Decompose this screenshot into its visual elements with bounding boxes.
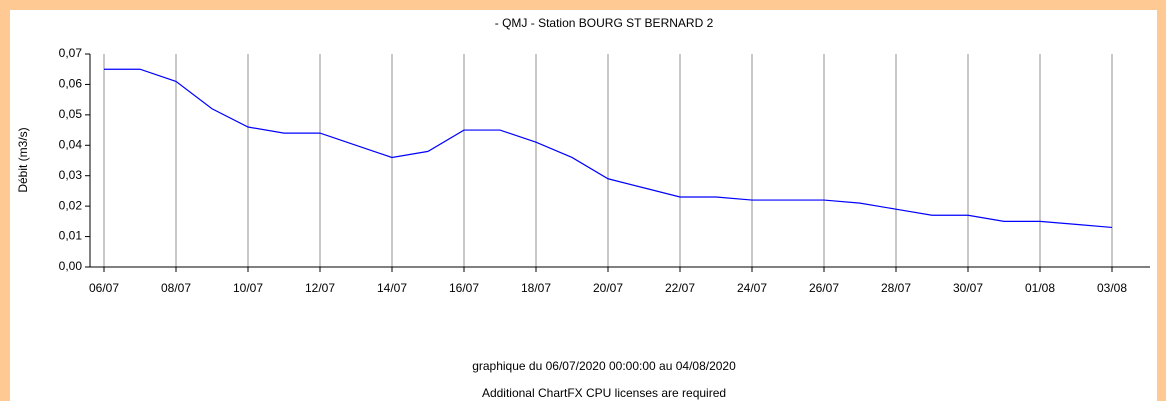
y-tick-label: 0,01 [59, 229, 83, 243]
x-tick-label: 16/07 [449, 281, 479, 295]
x-tick-label: 01/08 [1025, 281, 1055, 295]
x-tick-label: 03/08 [1097, 281, 1127, 295]
x-tick-label: 06/07 [89, 281, 119, 295]
data-line [104, 68, 1113, 229]
chart-title: - QMJ - Station BOURG ST BERNARD 2 [495, 16, 714, 30]
y-axis-label: Débit (m3/s) [16, 127, 30, 192]
y-tick-label: 0,00 [59, 259, 83, 273]
x-tick-label: 26/07 [809, 281, 839, 295]
x-tick-label: 22/07 [665, 281, 695, 295]
x-tick-label: 10/07 [233, 281, 263, 295]
x-tick-label: 20/07 [593, 281, 623, 295]
y-tick-label: 0,04 [59, 137, 83, 151]
footnote: graphique du 06/07/2020 00:00:00 au 04/0… [472, 359, 736, 373]
x-tick-label: 08/07 [161, 281, 191, 295]
panel [10, 10, 1157, 401]
x-tick-label: 12/07 [305, 281, 335, 295]
x-tick-label: 28/07 [881, 281, 911, 295]
y-tick-label: 0,03 [59, 168, 83, 182]
y-tick-label: 0,06 [59, 77, 83, 91]
y-tick-label: 0,05 [59, 107, 83, 121]
y-tick-label: 0,02 [59, 198, 83, 212]
x-tick-label: 14/07 [377, 281, 407, 295]
footnote: Additional ChartFX CPU licenses are requ… [482, 386, 726, 400]
x-tick-label: 24/07 [737, 281, 767, 295]
y-tick-label: 0,07 [59, 46, 83, 60]
x-tick-label: 30/07 [953, 281, 983, 295]
x-tick-label: 18/07 [521, 281, 551, 295]
